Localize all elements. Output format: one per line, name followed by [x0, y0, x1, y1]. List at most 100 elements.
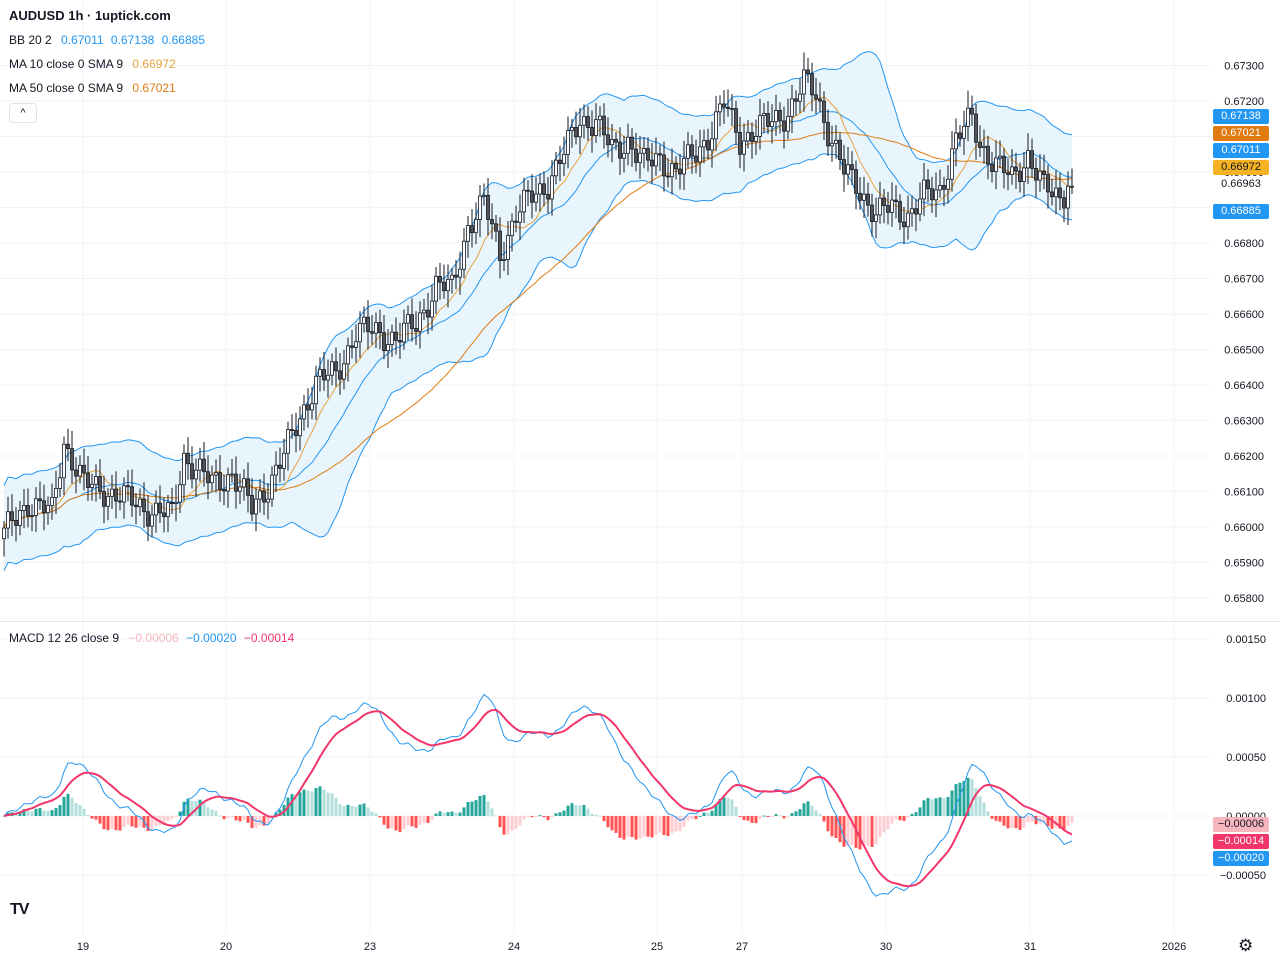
bb-basis-line — [3, 110, 1073, 529]
macd-histogram-bar — [54, 808, 58, 816]
candle — [346, 345, 350, 365]
time-axis-label: 31 — [1024, 941, 1036, 953]
macd-histogram-bar — [114, 816, 118, 831]
candle — [826, 121, 830, 147]
price-axis-label: 0.66600 — [1224, 309, 1264, 321]
candle — [858, 192, 862, 201]
candle — [638, 152, 642, 163]
candle — [778, 110, 782, 122]
macd-histogram-bar — [766, 816, 770, 817]
price-axis-label: 0.66400 — [1224, 380, 1264, 392]
candle — [262, 490, 266, 503]
candle — [678, 168, 682, 175]
macd-histogram-bar — [962, 780, 966, 816]
macd-histogram-bar — [298, 792, 302, 816]
price-axis-label: 0.65800 — [1224, 593, 1264, 605]
candlestick-series[interactable] — [2, 52, 1074, 557]
candle — [794, 98, 798, 102]
gear-icon[interactable]: ⚙ — [1238, 936, 1254, 955]
candle — [390, 331, 394, 345]
candle — [78, 464, 82, 477]
candle — [1066, 185, 1070, 209]
macd-histogram-bar — [706, 812, 710, 816]
macd-histogram-bar — [782, 816, 786, 819]
candle — [254, 498, 258, 515]
ma10-legend[interactable]: MA 10 close 0 SMA 9 0.66972 — [9, 57, 180, 71]
candle — [406, 314, 410, 324]
candle — [586, 116, 590, 128]
candle — [606, 134, 610, 146]
macd-histogram-bar — [742, 816, 746, 821]
macd-histogram-bar — [734, 806, 738, 816]
macd-histogram-bar — [150, 816, 154, 831]
macd-histogram-bar — [514, 816, 518, 829]
candle — [118, 500, 122, 503]
candle — [158, 502, 162, 514]
macd-histogram-bar — [1066, 816, 1070, 827]
macd-histogram-bar — [466, 801, 470, 816]
candle — [906, 212, 910, 228]
macd-pane[interactable] — [2, 693, 1074, 897]
candle — [910, 208, 914, 214]
macd-histogram-bar — [190, 800, 194, 816]
candle — [506, 235, 510, 260]
macd-line — [3, 693, 1073, 897]
macd-histogram-bar — [990, 816, 994, 819]
candle — [962, 125, 966, 139]
macd-histogram-bar — [278, 809, 282, 816]
macd-histogram-bar — [390, 816, 394, 829]
candle — [658, 153, 662, 156]
ma50-line — [3, 131, 1073, 529]
macd-histogram-bar — [458, 812, 462, 816]
candle — [1042, 170, 1046, 175]
candle — [18, 510, 22, 526]
candle — [1022, 167, 1026, 182]
macd-histogram-bar — [262, 816, 266, 826]
candle — [2, 527, 6, 540]
macd-histogram-bar — [774, 814, 778, 816]
macd-histogram-bar — [230, 816, 234, 818]
macd-histogram-bar — [426, 816, 430, 824]
candle — [54, 488, 58, 498]
macd-axis-label: 0.00100 — [1226, 693, 1266, 705]
time-axis[interactable]: 19 20 23 24 25 27 30 31 2026 — [77, 941, 1186, 953]
macd-histogram-bar — [678, 816, 682, 832]
macd-histogram-bar — [822, 816, 826, 822]
candle — [594, 119, 598, 136]
macd-histogram-bar — [998, 816, 1002, 822]
macd-histogram-bar — [638, 816, 642, 839]
ma50-legend[interactable]: MA 50 close 0 SMA 9 0.67021 — [9, 81, 180, 95]
candle — [846, 164, 850, 175]
macd-histogram-bar — [946, 796, 950, 816]
macd-histogram-bar — [454, 812, 458, 816]
macd-legend[interactable]: MACD 12 26 close 9 −0.00006 −0.00020 −0.… — [9, 631, 298, 645]
legend-collapse-button[interactable]: ^ — [9, 103, 37, 123]
macd-histogram-bar — [342, 806, 346, 816]
bb-legend[interactable]: BB 20 2 0.67011 0.67138 0.66885 — [9, 33, 209, 47]
candle — [766, 113, 770, 127]
candle — [654, 153, 658, 167]
macd-histogram-bar — [934, 798, 938, 816]
macd-histogram-bar — [94, 816, 98, 820]
macd-histogram-bar — [974, 788, 978, 816]
macd-histogram-bar — [982, 802, 986, 816]
candle — [570, 127, 574, 131]
tradingview-logo[interactable]: TV — [10, 901, 29, 918]
macd-histogram-bar — [890, 816, 894, 824]
candle — [458, 268, 462, 278]
candle — [602, 115, 606, 136]
macd-histogram-bar — [430, 816, 434, 821]
time-axis-label: 30 — [880, 941, 892, 953]
macd-line-value: −0.00020 — [186, 631, 237, 645]
candle — [734, 108, 738, 133]
macd-histogram-value: −0.00006 — [128, 631, 179, 645]
macd-histogram-bar — [86, 815, 90, 817]
macd-histogram-bar — [422, 816, 426, 823]
candle — [250, 494, 254, 515]
macd-histogram-bar — [146, 816, 150, 832]
macd-histogram-bar — [978, 796, 982, 816]
price-axis-label: 0.66700 — [1224, 273, 1264, 285]
macd-histogram-bar — [130, 816, 134, 827]
macd-histogram-bar — [370, 811, 374, 816]
